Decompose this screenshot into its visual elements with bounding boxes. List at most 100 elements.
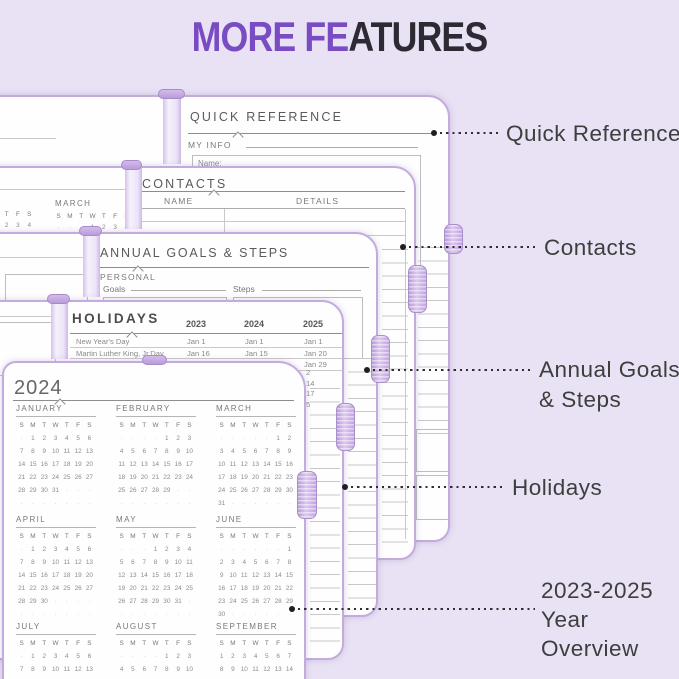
day-letter: T [4, 211, 9, 218]
day-cell: 7 [142, 559, 147, 566]
day-cell: 16 [218, 585, 226, 592]
day-cell: 6 [265, 559, 269, 566]
month-underline [116, 527, 196, 528]
title-underline [141, 191, 405, 192]
day-letter: S [87, 422, 92, 429]
day-letter: M [230, 640, 236, 647]
day-letter: T [42, 422, 47, 429]
day-cell: 14 [18, 572, 26, 579]
day-cell: · [131, 653, 135, 660]
day-cell: · [120, 611, 123, 618]
day-cell: · [20, 500, 23, 507]
day-cell: 8 [31, 666, 35, 673]
month-april: APRIL S M T W T F S · 1 2 3 4 5 6 7 8 9 10 11 12 13 14 15 16 17 18… [16, 515, 96, 621]
day-letter: S [287, 422, 292, 429]
month-may: MAY S M T W T F S · · · 1 2 3 4 5 6 7 8 9 10 11 12 13 14 15 16 17 18… [116, 515, 196, 621]
day-cell: 1 [31, 546, 35, 553]
day-letter: S [19, 640, 24, 647]
day-cell: 20 [263, 585, 271, 592]
day-cell: 15 [163, 461, 171, 468]
day-cell: 26 [129, 487, 137, 494]
callout-line-quick-reference [440, 132, 500, 135]
day-cell: 3 [187, 435, 192, 442]
day-cell: 12 [118, 572, 126, 579]
pen-loop-tab [47, 294, 70, 304]
pen-loop-tab [142, 355, 167, 365]
day-cell: 27 [85, 585, 93, 592]
day-cell: 3 [53, 653, 58, 660]
day-cell: · [143, 611, 146, 618]
day-cell: 7 [287, 653, 292, 660]
day-cell: · [88, 611, 91, 618]
day-cell: 10 [229, 572, 237, 579]
day-cell: 2 [176, 435, 180, 442]
day-cell: · [43, 500, 46, 507]
month-day-grid: S M T W T F S · 1 2 3 4 5 6 7 8 9 10 11 12 13 14 15 16 17 18 19 20 2… [16, 419, 96, 510]
day-cell: 4 [242, 559, 247, 566]
day-cell: 21 [18, 585, 26, 592]
ruled-lines [348, 358, 376, 608]
goals-line [131, 290, 226, 291]
day-cell: · [220, 546, 223, 553]
title-underline [70, 333, 342, 334]
day-cell: 17 [174, 572, 182, 579]
day-cell: · [277, 611, 280, 618]
day-cell: 12 [74, 448, 82, 455]
day-letter: S [19, 422, 24, 429]
callout-text: & Steps [539, 387, 622, 412]
day-cell: · [243, 611, 246, 618]
day-letter: S [287, 533, 292, 540]
day-cell: · [54, 598, 57, 605]
day-cell: 11 [186, 559, 193, 566]
day-cell: 24 [51, 585, 60, 592]
day-cell: 2 [42, 653, 47, 660]
day-cell: 1 [31, 435, 35, 442]
left-page-line [0, 138, 56, 139]
day-cell: 10 [240, 666, 248, 673]
day-cell: · [165, 611, 168, 618]
day-cell: 9 [176, 666, 180, 673]
day-cell: 23 [40, 585, 48, 592]
month-title: JULY [16, 622, 41, 631]
day-cell: 14 [274, 572, 282, 579]
day-cell: 12 [129, 461, 137, 468]
sheet-2024-overview: 2024 JANUARY S M T W T F S · 1 2 3 4 5 6 7 8 9 10 11 12 13 14 1… [2, 361, 306, 679]
day-letter: F [176, 422, 181, 429]
day-cell: · [120, 653, 123, 660]
month-january: JANUARY S M T W T F S · 1 2 3 4 5 6 7 8 9 10 11 12 13 14 15 16 17… [16, 404, 96, 510]
holiday-year-2024: 2024 [244, 319, 265, 329]
day-cell: · [265, 500, 268, 507]
day-cell: · [77, 611, 80, 618]
day-cell: 22 [29, 474, 37, 481]
day-cell: 27 [251, 487, 260, 494]
day-cell: 17 [185, 461, 193, 468]
goals-label: Goals [103, 284, 126, 294]
day-cell: 10 [185, 448, 193, 455]
holiday-date: Jan 1 [187, 337, 206, 346]
month-august: AUGUSTSMTWTFS····12345678910111213141516… [116, 622, 196, 679]
day-cell: 30 [40, 487, 48, 494]
day-cell: 1 [31, 653, 35, 660]
day-cell: 13 [251, 461, 260, 468]
callout-dot-annual-goals [364, 367, 370, 373]
elastic-band [125, 165, 142, 229]
day-cell: 9 [287, 448, 292, 455]
callout-label-contacts: Contacts [544, 233, 637, 262]
elastic-band [51, 299, 68, 359]
day-cell: 4 [187, 546, 192, 553]
day-cell: 12 [240, 461, 248, 468]
day-letter: T [42, 533, 47, 540]
pen-loop [444, 224, 463, 254]
day-cell: 2 [42, 546, 47, 553]
day-letter: S [119, 422, 124, 429]
day-letter: T [242, 422, 247, 429]
holidays-title: HOLIDAYS [72, 311, 160, 326]
day-cell: 13 [85, 666, 93, 673]
day-letter: M [130, 422, 136, 429]
day-cell: 22 [274, 474, 282, 481]
day-cell: 5 [131, 448, 135, 455]
day-letter: S [219, 422, 224, 429]
day-cell: · [177, 487, 180, 494]
day-letter: S [19, 533, 24, 540]
